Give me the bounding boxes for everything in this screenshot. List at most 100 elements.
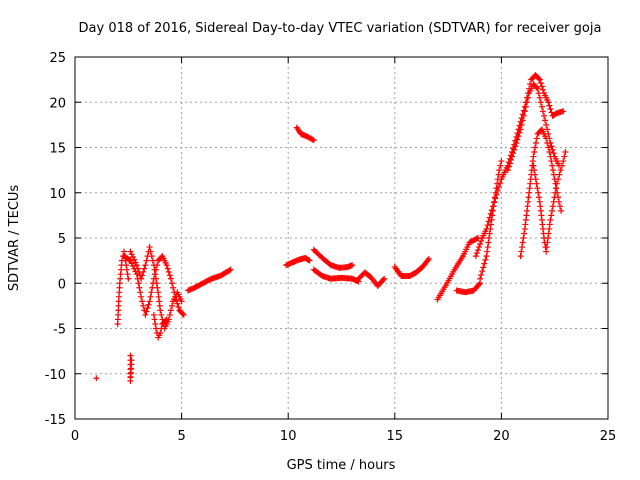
series-early-tail [184,266,234,294]
data-point [478,271,485,278]
data-point [537,80,544,87]
data-point [509,153,516,160]
x-axis-title: GPS time / hours [287,458,396,473]
data-point [555,176,562,183]
data-point [306,257,313,264]
data-point [531,167,538,174]
data-point [135,280,142,287]
data-point [521,230,528,237]
y-tick-label: -15 [45,413,66,428]
data-point [533,180,540,187]
data-point [165,268,172,275]
data-point [124,271,131,278]
y-tick-label: 0 [58,277,66,292]
data-point [505,163,512,170]
series-mid-e [391,255,432,280]
series-mid-d [355,269,388,289]
axis-ticks: 0 5 10 15 20 25 -15 -10 -5 0 5 10 15 20 25 [45,51,617,444]
data-point [133,262,140,269]
data-point [534,185,541,192]
data-point [542,117,549,124]
data-point [483,225,490,232]
data-point [148,253,155,260]
data-point [476,281,483,288]
data-point [142,262,149,269]
x-tick-label: 25 [600,429,617,444]
y-tick-label: 25 [49,51,66,66]
data-point [543,244,550,251]
data-point [491,199,498,206]
data-point [517,253,524,260]
data-point [128,251,135,258]
data-point [146,244,153,251]
data-point [227,266,234,273]
data-point [129,254,136,261]
data-point [154,284,161,291]
data-point [147,248,154,255]
data-point [123,266,130,273]
data-point [532,144,539,151]
data-point [310,137,317,144]
y-tick-label: -10 [45,368,66,383]
data-point [150,262,157,269]
data-point [507,156,514,163]
data-point [123,262,130,269]
data-point [550,150,557,157]
data-point [539,108,546,115]
data-point [535,189,542,196]
data-point [531,171,538,178]
data-point [549,207,556,214]
data-point [547,106,554,113]
data-point [543,135,550,142]
data-point [128,260,135,267]
data-point [487,210,494,217]
y-axis-title: SDTVAR / TECUs [7,185,22,292]
data-point [157,330,164,337]
data-point [424,257,431,264]
data-point [497,180,504,187]
data-point [546,221,553,228]
data-point [93,375,100,382]
data-points [93,72,569,384]
data-point [179,310,186,317]
data-point [180,311,187,318]
data-point [549,146,556,153]
data-point [547,153,554,160]
data-point [486,230,493,237]
data-point [163,262,170,269]
data-point [560,158,567,165]
series-spike-b [127,352,135,384]
series-late-a [434,235,481,303]
data-point [516,129,523,136]
data-point [550,198,557,205]
data-point [425,255,432,262]
data-point [506,160,513,167]
data-point [494,187,501,194]
data-point [530,153,537,160]
data-point [147,293,154,300]
data-point [536,94,543,101]
data-point [132,259,139,266]
data-point [531,149,538,156]
data-point [163,316,170,323]
data-point [483,253,490,260]
data-point [129,263,136,270]
data-point [557,167,564,174]
data-point [493,191,500,198]
y-tick-label: 5 [58,232,66,247]
data-point [519,117,526,124]
data-point [558,207,565,214]
data-point [549,162,556,169]
data-point [497,162,504,169]
data-point [548,212,555,219]
data-point [550,171,557,178]
x-tick-label: 20 [493,429,510,444]
data-point [535,90,542,97]
data-point [170,284,177,291]
data-point [557,203,564,210]
data-point [128,357,135,364]
data-point [125,275,132,282]
y-tick-label: 10 [49,187,66,202]
data-point [562,149,569,156]
data-point [381,275,388,282]
